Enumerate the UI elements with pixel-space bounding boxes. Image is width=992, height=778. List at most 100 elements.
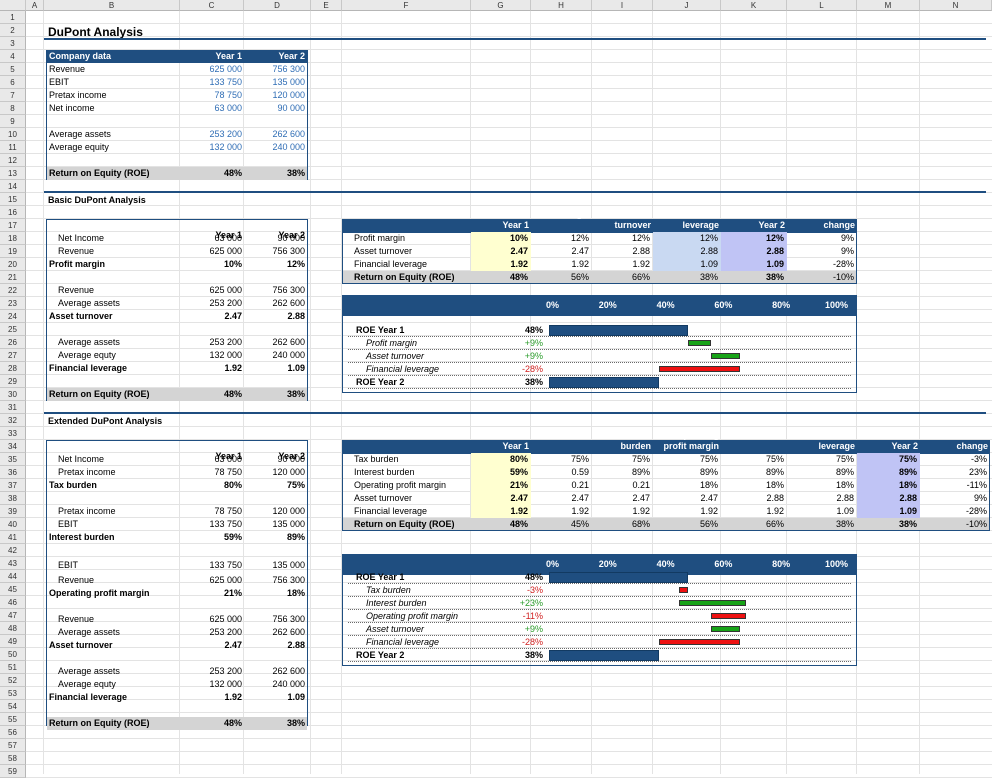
row-header[interactable]: 29 [0,375,26,388]
column-header-a[interactable]: A [26,0,44,11]
row-header[interactable]: 50 [0,648,26,661]
row-header[interactable]: 48 [0,622,26,635]
row-header[interactable]: 34 [0,440,26,453]
column-header-m[interactable]: M [857,0,920,11]
row-header[interactable]: 51 [0,661,26,674]
row-header[interactable]: 6 [0,76,26,89]
row-header[interactable]: 15 [0,193,26,206]
column-header-g[interactable]: G [471,0,531,11]
detail-row-value: 625 000 [209,285,242,295]
row-header[interactable]: 42 [0,544,26,557]
row-header[interactable]: 38 [0,492,26,505]
row-header[interactable]: 52 [0,674,26,687]
column-header-h[interactable]: H [531,0,592,11]
row-header[interactable]: 22 [0,284,26,297]
roe-label: Return on Equity (ROE) [49,168,150,178]
gridline-row [26,205,992,206]
row-header[interactable]: 3 [0,37,26,50]
company-row-value: 262 600 [272,129,305,139]
row-header[interactable]: 21 [0,271,26,284]
row-header[interactable]: 9 [0,115,26,128]
row-header[interactable]: 31 [0,401,26,414]
row-header[interactable]: 33 [0,427,26,440]
summary-cell-value: 56% [570,272,589,282]
row-header[interactable]: 30 [0,388,26,401]
row-header[interactable]: 28 [0,362,26,375]
company-row-label: Average assets [49,129,111,139]
row-header[interactable]: 44 [0,570,26,583]
row-header[interactable]: 25 [0,323,26,336]
row-header[interactable]: 36 [0,466,26,479]
column-header-b[interactable]: B [44,0,180,11]
company-data-header-label: Company data [49,51,112,61]
row-header[interactable]: 47 [0,609,26,622]
column-header-e[interactable]: E [311,0,342,11]
row-header[interactable]: 14 [0,180,26,193]
column-header-c[interactable]: C [180,0,244,11]
row-header[interactable]: 10 [0,128,26,141]
column-header-d[interactable]: D [244,0,311,11]
summary-cell-value: 1.92 [510,259,528,269]
detail-row-label: Net Income [58,233,105,243]
summary-cell-value: 0.21 [632,480,650,490]
column-header-k[interactable]: K [721,0,787,11]
row-header[interactable]: 26 [0,336,26,349]
row-header[interactable]: 8 [0,102,26,115]
ratio-year1: 10% [223,259,242,269]
row-header[interactable]: 59 [0,765,26,778]
column-highlight [721,232,787,271]
row-header[interactable]: 19 [0,245,26,258]
column-header-n[interactable]: N [920,0,992,11]
summary-cell-value: 18% [699,480,718,490]
summary-cell-value: 2.88 [766,246,784,256]
axis-tick-label: 40% [656,300,675,310]
summary-cell-value: 1.92 [571,506,589,516]
summary-cell-value: 66% [765,519,784,529]
column-header-f[interactable]: F [342,0,471,11]
row-header[interactable]: 40 [0,518,26,531]
company-row-value: 240 000 [272,142,305,152]
row-header[interactable]: 18 [0,232,26,245]
row-header[interactable]: 13 [0,167,26,180]
row-header[interactable]: 5 [0,63,26,76]
row-header[interactable]: 17 [0,219,26,232]
row-header[interactable]: 43 [0,557,26,570]
year1-header: Year 1 [215,451,242,461]
row-header[interactable]: 11 [0,141,26,154]
row-header[interactable]: 37 [0,479,26,492]
column-header-l[interactable]: L [787,0,857,11]
company-row-value: 625 000 [209,64,242,74]
select-all-corner[interactable] [0,0,26,11]
row-header[interactable]: 55 [0,713,26,726]
row-header[interactable]: 24 [0,310,26,323]
row-header[interactable]: 4 [0,50,26,63]
row-header[interactable]: 32 [0,414,26,427]
row-header[interactable]: 45 [0,583,26,596]
detail-row-label: Revenue [58,285,95,295]
company-row-value: 90 000 [277,103,305,113]
row-header[interactable]: 39 [0,505,26,518]
column-header-i[interactable]: I [592,0,653,11]
row-header[interactable]: 2 [0,24,26,37]
row-header[interactable]: 7 [0,89,26,102]
row-header[interactable]: 49 [0,635,26,648]
row-header[interactable]: 57 [0,739,26,752]
row-header[interactable]: 53 [0,687,26,700]
row-header[interactable]: 16 [0,206,26,219]
ratio-label: Profit margin [49,259,106,269]
row-header[interactable]: 35 [0,453,26,466]
column-header-j[interactable]: J [653,0,721,11]
row-header[interactable]: 1 [0,11,26,24]
row-header[interactable]: 58 [0,752,26,765]
row-header[interactable]: 20 [0,258,26,271]
ratio-year2: 2.88 [287,311,305,321]
row-header[interactable]: 41 [0,531,26,544]
summary-cell-value: 45% [570,519,589,529]
row-header[interactable]: 27 [0,349,26,362]
row-header[interactable]: 23 [0,297,26,310]
row-header[interactable]: 54 [0,700,26,713]
gridline-row [26,153,992,154]
row-header[interactable]: 56 [0,726,26,739]
row-header[interactable]: 12 [0,154,26,167]
row-header[interactable]: 46 [0,596,26,609]
